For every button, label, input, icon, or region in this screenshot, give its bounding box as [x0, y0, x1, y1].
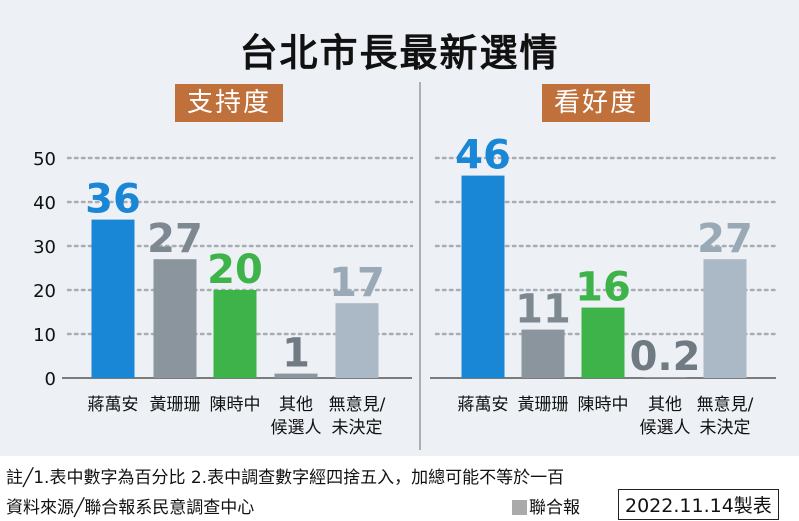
source-text: 資料來源╱聯合報系民意調查中心 [6, 498, 255, 518]
bar [521, 329, 565, 378]
bar [703, 259, 747, 378]
category-label: 陳時中 [578, 395, 629, 415]
data-label: 36 [85, 177, 141, 223]
category-label: 黃珊珊 [150, 395, 201, 415]
bar [153, 259, 197, 378]
panel-title-outlook: 看好度 [542, 84, 651, 122]
category-label: 無意見/ [697, 395, 754, 415]
category-label: 蔣萬安 [458, 395, 509, 415]
data-label: 1 [282, 331, 310, 377]
bar [91, 219, 135, 378]
category-label: 陳時中 [210, 395, 261, 415]
category-label: 未決定 [332, 418, 383, 438]
bar [213, 290, 257, 378]
footnote: 註╱1.表中數字為百分比 2.表中調查數字經四捨五入，加總可能不等於一百 [6, 468, 565, 488]
chart-title: 台北市長最新選情 [239, 31, 560, 75]
category-label: 候選人 [271, 418, 322, 438]
data-label: 0.2 [630, 334, 701, 380]
category-label: 其他 [648, 395, 682, 415]
category-label: 其他 [279, 395, 313, 415]
data-label: 27 [147, 216, 203, 262]
bar [581, 307, 625, 378]
y-tick-label: 20 [33, 281, 56, 302]
y-tick-label: 0 [45, 369, 56, 390]
category-label: 候選人 [640, 418, 691, 438]
category-label: 蔣萬安 [88, 395, 139, 415]
publisher-legend: 聯合報 [512, 493, 580, 518]
bar [335, 303, 379, 378]
category-label: 未決定 [700, 418, 751, 438]
data-label: 17 [329, 260, 385, 306]
data-label: 20 [207, 247, 263, 293]
y-tick-label: 30 [33, 237, 56, 258]
bar [461, 175, 505, 378]
legend-swatch [512, 500, 527, 515]
data-label: 27 [697, 216, 753, 262]
y-tick-label: 40 [33, 193, 56, 214]
category-label: 黃珊珊 [518, 395, 569, 415]
bar [274, 373, 318, 378]
panel-title-support: 支持度 [175, 84, 284, 122]
date-box: 2022.11.14製表 [618, 489, 779, 520]
category-label: 無意見/ [329, 395, 386, 415]
y-tick-label: 50 [33, 149, 56, 170]
data-label: 46 [455, 133, 511, 179]
y-tick-label: 10 [33, 325, 56, 346]
bar [643, 377, 687, 378]
data-label: 16 [575, 265, 631, 311]
legend-label: 聯合報 [529, 498, 580, 518]
data-label: 11 [515, 287, 571, 333]
